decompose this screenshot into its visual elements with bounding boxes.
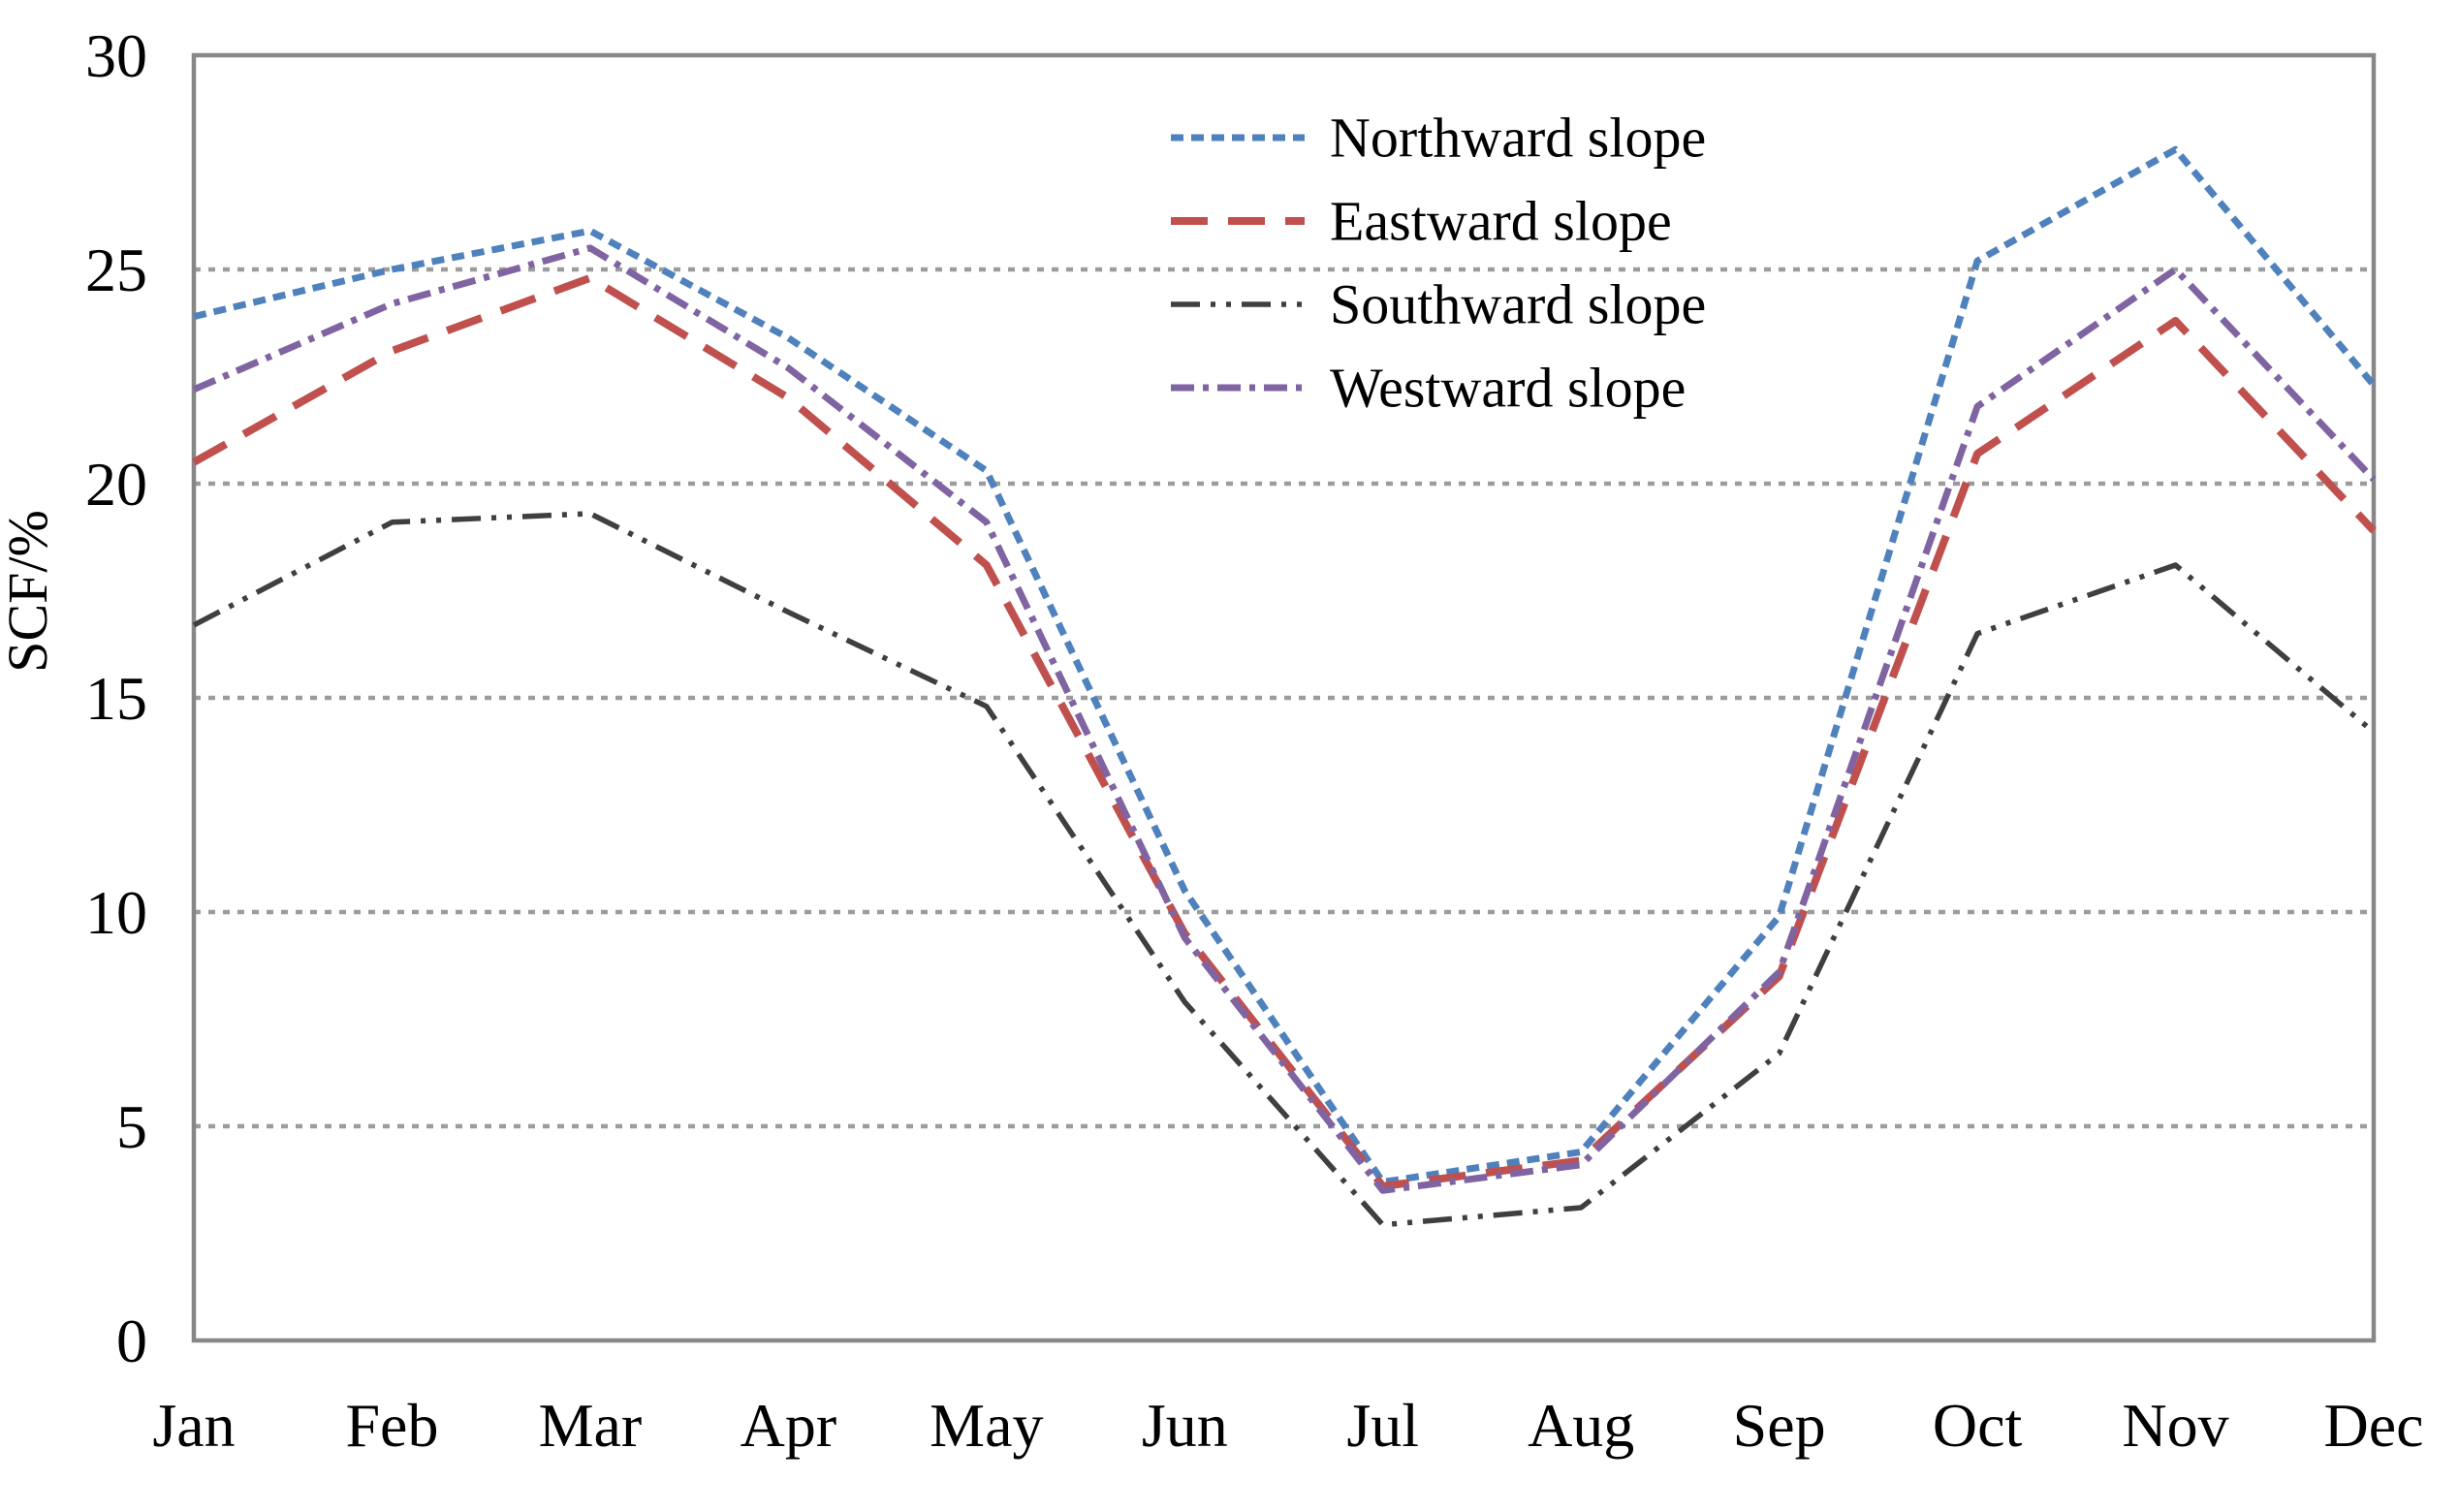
series-line-southward-slope (192, 511, 2376, 1228)
series-lines (192, 145, 2377, 1228)
x-tick-label-aug: Aug (1528, 1391, 1634, 1460)
x-tick-label-oct: Oct (1933, 1391, 2023, 1460)
series-line-eastward-slope (192, 273, 2377, 1190)
gridlines (194, 267, 2374, 1129)
x-tick-label-apr: Apr (741, 1391, 837, 1460)
plot-border (191, 52, 2377, 1343)
y-tick-label-5: 5 (116, 1092, 147, 1161)
legend-item-eastward-slope: Eastward slope (1171, 190, 1672, 253)
x-tick-label-mar: Mar (539, 1391, 643, 1460)
y-tick-label-0: 0 (116, 1307, 147, 1375)
y-tick-label-10: 10 (85, 878, 147, 947)
x-tick-label-sep: Sep (1733, 1391, 1826, 1460)
x-tick-label-jan: Jan (152, 1391, 235, 1460)
x-tick-label-jul: Jul (1346, 1391, 1419, 1460)
y-tick-label-15: 15 (85, 664, 147, 733)
x-axis-month-labels: Jan Feb Mar Apr May Jun Jul Aug Sep Oct Nov Dec (152, 1391, 2423, 1460)
x-tick-label-jun: Jun (1142, 1391, 1228, 1460)
y-axis-title: SCF/% (0, 510, 59, 673)
y-axis-tick-labels: 0 5 10 15 20 25 30 (85, 21, 147, 1375)
x-tick-label-may: May (930, 1391, 1043, 1460)
x-tick-label-dec: Dec (2323, 1391, 2423, 1460)
legend-item-northward-slope: Northward slope (1171, 107, 1706, 170)
legend-label: Northward slope (1330, 107, 1706, 170)
legend-item-westward-slope: Westward slope (1171, 357, 1686, 420)
legend-label: Southward slope (1330, 273, 1706, 336)
x-tick-label-feb: Feb (345, 1391, 438, 1460)
legend-label: Eastward slope (1330, 190, 1672, 253)
y-tick-label-30: 30 (85, 21, 147, 90)
series-line-westward-slope (192, 244, 2377, 1194)
x-tick-label-nov: Nov (2122, 1391, 2228, 1460)
legend: Northward slope Eastward slope Southward s… (1171, 107, 1706, 420)
y-tick-label-20: 20 (85, 450, 147, 519)
legend-item-southward-slope: Southward slope (1171, 273, 1706, 336)
y-tick-label-25: 25 (85, 236, 147, 304)
series-line-northward-slope (193, 145, 2377, 1185)
legend-label: Westward slope (1330, 357, 1686, 420)
